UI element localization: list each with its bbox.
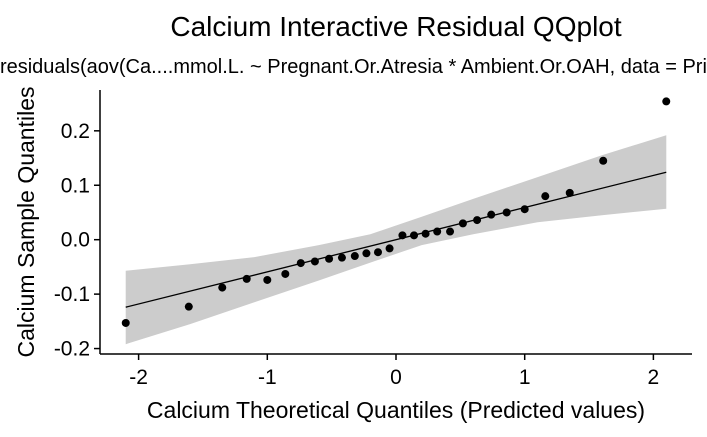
data-point: [520, 205, 529, 214]
data-point: [296, 259, 305, 268]
data-point: [541, 192, 550, 201]
y-tick-label: 0.2: [61, 120, 90, 143]
data-point: [565, 188, 574, 197]
data-point: [218, 283, 227, 292]
plot-area: [121, 97, 671, 345]
x-tick-label: -1: [258, 366, 277, 389]
x-tick-label: 1: [519, 366, 531, 389]
data-point: [398, 231, 407, 240]
axis-ticks: -2 -1 0 1 2 -0.2 -0.1 0.0 0.1 0.2: [54, 120, 659, 389]
y-tick-label: -0.1: [54, 283, 90, 306]
data-point: [281, 269, 290, 278]
data-point: [310, 257, 319, 266]
x-tick-label: 2: [648, 366, 660, 389]
data-point: [242, 274, 251, 283]
data-point: [325, 254, 334, 263]
data-point: [599, 156, 608, 165]
data-point: [385, 244, 394, 253]
data-point: [121, 318, 130, 327]
y-axis-title: Calcium Sample Quantiles: [13, 86, 39, 357]
data-point: [433, 227, 442, 236]
data-point: [410, 231, 419, 240]
chart-subtitle: residuals(aov(Ca....mmol.L. ~ Pregnant.O…: [0, 56, 707, 78]
data-point: [502, 208, 511, 217]
data-point: [337, 253, 346, 262]
data-point: [446, 227, 455, 236]
data-point: [421, 229, 430, 238]
data-point: [473, 216, 482, 225]
data-point: [458, 219, 467, 228]
data-point: [263, 275, 272, 284]
data-point: [373, 248, 382, 257]
data-point: [184, 302, 193, 311]
x-tick-label: -2: [129, 366, 148, 389]
data-point: [662, 97, 671, 106]
data-point: [350, 252, 359, 261]
x-axis-title: Calcium Theoretical Quantiles (Predicted…: [147, 397, 645, 423]
y-tick-label: 0.1: [61, 174, 90, 197]
x-tick-label: 0: [390, 366, 402, 389]
data-point: [362, 249, 371, 258]
y-tick-label: -0.2: [54, 338, 90, 361]
reference-line: [125, 171, 667, 308]
chart-title: Calcium Interactive Residual QQplot: [170, 11, 622, 42]
data-point: [487, 210, 496, 219]
y-tick-label: 0.0: [61, 229, 90, 252]
